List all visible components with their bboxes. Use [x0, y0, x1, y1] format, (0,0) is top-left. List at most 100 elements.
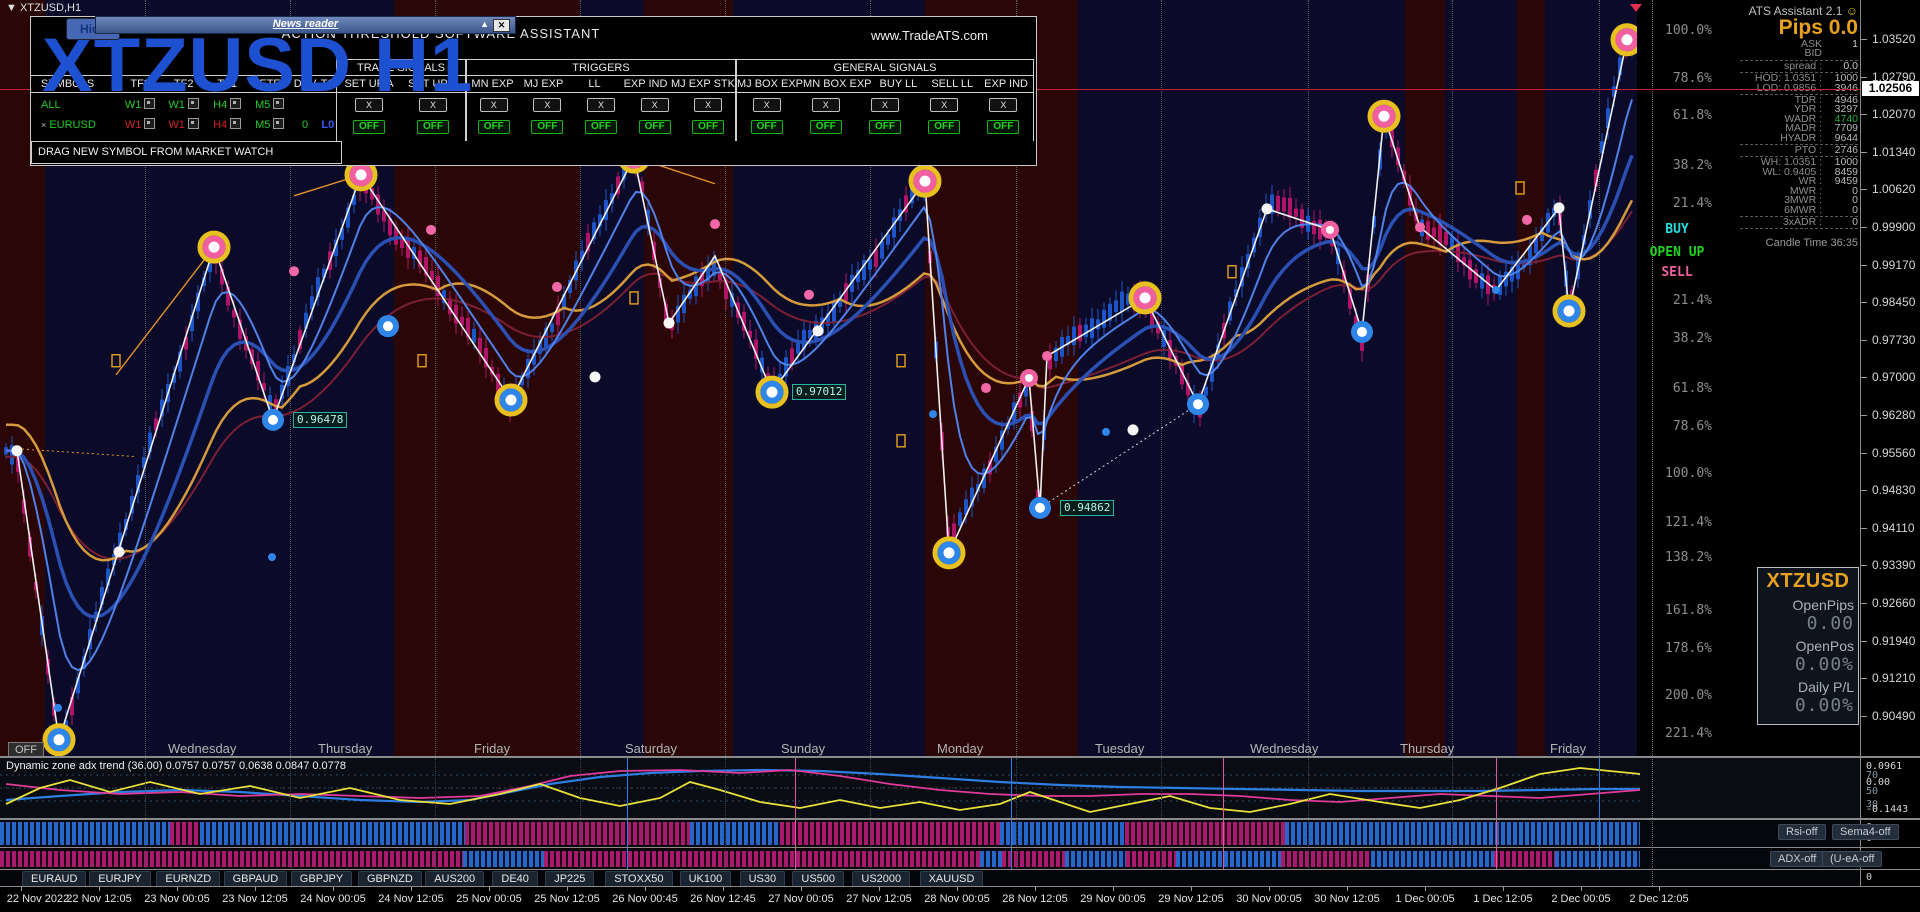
symbol-quick-button[interactable]: EURAUD [22, 871, 87, 887]
buy-signal-label: BUY [1665, 222, 1689, 237]
symbol-quick-button[interactable]: GBPJPY [290, 871, 353, 887]
axis-tick [1861, 490, 1867, 492]
checkbox-icon[interactable] [144, 98, 156, 109]
signal-marker-py [197, 230, 231, 264]
off-toggle-button[interactable]: OFF [692, 120, 725, 134]
drag-symbol-hint[interactable]: DRAG NEW SYMBOL FROM MARKET WATCH [31, 141, 342, 164]
symbol-quick-button[interactable]: US2000 [852, 871, 911, 887]
off-toggle-button[interactable]: OFF [638, 120, 671, 134]
x-button[interactable]: X [989, 98, 1018, 112]
separator[interactable] [0, 818, 1920, 820]
checkbox-icon[interactable] [230, 118, 242, 129]
off-toggle-button[interactable]: OFF [531, 120, 564, 134]
symbol-quick-button[interactable]: XAUUSD [919, 871, 984, 887]
symbol-quick-button[interactable]: US30 [739, 871, 786, 887]
off-toggle-button[interactable]: OFF [584, 120, 617, 134]
indicator-session-line [627, 758, 628, 869]
stat-row: LOD: 0.9856 : 3946 [1740, 82, 1858, 96]
time-axis-tick [255, 887, 256, 891]
symbol-quick-button[interactable]: STOXX50 [605, 871, 673, 887]
checkbox-icon[interactable] [144, 118, 156, 129]
symbol-quick-button[interactable]: GBPAUD [223, 871, 288, 887]
indicator-toggle-button[interactable]: ADX-off [1770, 851, 1825, 867]
off-toggle-button[interactable]: OFF [869, 120, 901, 134]
checkbox-icon[interactable] [230, 98, 242, 109]
stat-label: WH: 1.0351 : [1760, 156, 1822, 169]
stat-value: 4740 [1834, 112, 1858, 125]
separator[interactable] [0, 847, 1920, 848]
day-label: Thursday [318, 741, 373, 756]
smiley-icon[interactable]: ☺ [1845, 4, 1858, 18]
x-button[interactable]: X [355, 98, 383, 112]
assistant-stats-panel: ATS Assistant 2.1 ☺ Pips 0.0 ASK 1 BID spre… [1740, 4, 1858, 249]
symbol-row[interactable]: × EURUSD W1 W1 H4 M5 0 L0 [31, 117, 336, 133]
time-axis-tick [1269, 887, 1270, 891]
time-axis-label: 1 Dec 00:05 [1395, 893, 1455, 905]
symbol-row[interactable]: ALL W1 W1 H4 M5 [31, 97, 336, 113]
stat-row: 6MWR : 0 [1740, 204, 1858, 217]
signal-column-header: SET UP B [408, 78, 458, 90]
timeframe-cell: W1 [118, 117, 162, 133]
signal-column-header: MN EXP [471, 78, 514, 90]
off-toggle-button[interactable]: OFF [809, 120, 842, 134]
checkbox-icon[interactable] [273, 118, 285, 129]
checkbox-icon[interactable] [187, 118, 199, 129]
x-button[interactable]: X [811, 98, 840, 112]
signal-marker-ws [663, 317, 675, 329]
dropdown-arrow-icon[interactable]: ▼ [6, 2, 17, 14]
chart-tab-label[interactable]: ▼ XTZUSD,H1 [6, 2, 81, 14]
time-axis[interactable]: 22 Nov 2022 22 Nov 12:05 23 Nov 00:05 23 No… [0, 886, 1920, 912]
signal-toggle-cell: X OFF [796, 91, 855, 141]
timeframe-cell: H4 [205, 117, 249, 133]
signal-group-columns: MN EXP MJ EXP LL EXP IND MJ EXP STK [466, 75, 736, 93]
x-button[interactable]: X [930, 98, 959, 112]
signal-marker-py [1367, 99, 1401, 133]
checkbox-icon[interactable] [187, 98, 199, 109]
indicator-session-line [1223, 758, 1224, 869]
symbol-quick-button[interactable]: US500 [792, 871, 845, 887]
stat-label: MADR : [1785, 122, 1822, 135]
time-axis-tick [567, 887, 568, 891]
time-axis-tick [411, 887, 412, 891]
checkbox-icon[interactable] [273, 98, 285, 109]
time-axis-tick [99, 887, 100, 891]
fib-level-label: 21.4% [1672, 293, 1712, 308]
x-button[interactable]: X [586, 98, 615, 112]
off-toggle-button[interactable]: OFF [477, 120, 510, 134]
off-toggle-button[interactable]: OFF [928, 120, 961, 134]
axis-tick [1861, 76, 1867, 78]
indicator-toggle-button[interactable]: Sema4-off [1832, 824, 1899, 840]
symbol-quick-button[interactable]: DE40 [492, 871, 538, 887]
website-link[interactable]: www.TradeATS.com [870, 28, 988, 43]
separator[interactable] [0, 869, 1920, 870]
price-axis[interactable]: 1.03520 1.02790 1.02070 1.01340 1.00620 0.999… [1860, 0, 1920, 886]
symbol-quick-button[interactable]: GBPNZD [358, 871, 422, 887]
x-button[interactable]: X [871, 98, 899, 112]
indicator-scale-value: 0.0961 [1866, 761, 1903, 772]
time-axis-tick [489, 887, 490, 891]
off-toggle-button[interactable]: OFF [417, 120, 449, 134]
x-button[interactable]: X [533, 98, 562, 112]
x-button[interactable]: X [479, 98, 508, 112]
off-toggle-button[interactable]: OFF [750, 120, 783, 134]
indicator-toggle-button[interactable]: Rsi-off [1778, 824, 1826, 840]
symbol-quick-button[interactable]: UK100 [679, 871, 732, 887]
indicator-scale-value: 30 [1866, 799, 1879, 810]
x-button[interactable]: X [752, 98, 781, 112]
off-toggle-button[interactable]: OFF [987, 120, 1020, 134]
close-icon[interactable]: ✕ [493, 19, 510, 32]
symbol-quick-button[interactable]: EURJPY [89, 871, 151, 887]
symbol-quick-button[interactable]: JP225 [545, 871, 595, 887]
minimize-icon[interactable]: ▲ [480, 19, 489, 29]
symbol-quick-button[interactable]: EURNZD [156, 871, 221, 887]
axis-tick-label: 0.98450 [1872, 295, 1916, 310]
x-button[interactable]: X [694, 98, 723, 112]
indicator-toggle-button[interactable]: (U-eA-off [1822, 851, 1883, 867]
off-toggle-button[interactable]: OFF [353, 120, 385, 134]
x-button[interactable]: X [419, 98, 447, 112]
news-reader-titlebar[interactable]: News reader ▲ ✕ [95, 16, 516, 34]
x-button[interactable]: X [640, 98, 669, 112]
separator[interactable] [0, 756, 1920, 758]
stat-row: HYADR : 9644 [1740, 132, 1858, 146]
symbol-quick-button[interactable]: AUS200 [425, 871, 485, 887]
